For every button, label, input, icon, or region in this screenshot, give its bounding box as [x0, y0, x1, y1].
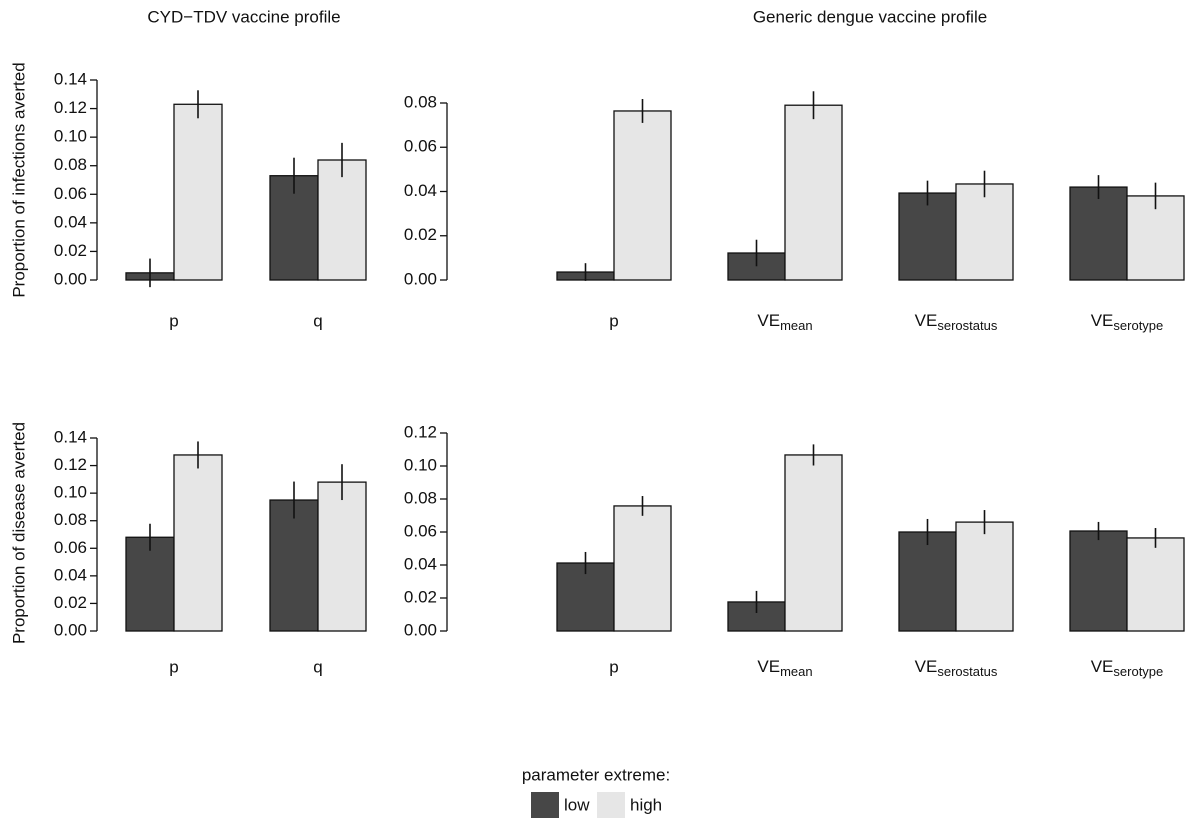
bar [317, 481, 367, 632]
x-tick-label: VEserostatus [915, 311, 998, 333]
x-tick-label: p [609, 657, 618, 676]
y-tick-label: 0.00 [404, 620, 437, 639]
bar [125, 536, 175, 632]
y-tick-label: 0.10 [54, 127, 87, 146]
bar [784, 104, 843, 281]
x-tick-label: VEmean [757, 657, 812, 679]
y-tick-label: 0.04 [54, 565, 87, 584]
y-tick-label: 0.00 [54, 620, 87, 639]
y-tick-label: 0.12 [404, 422, 437, 441]
bar [898, 192, 957, 281]
category-main: VE [1091, 311, 1114, 330]
y-tick-label: 0.12 [54, 98, 87, 117]
y-tick-label: 0.10 [54, 483, 87, 502]
bar [173, 454, 223, 632]
x-tick-label: q [313, 311, 322, 330]
category-sub: mean [780, 318, 813, 333]
y-tick-label: 0.00 [404, 269, 437, 288]
category-sub: serotype [1113, 664, 1163, 679]
y-tick-label: 0.08 [404, 488, 437, 507]
x-tick-label: q [313, 657, 322, 676]
y-axis-label: Proportion of infections averted [9, 62, 28, 297]
panel-title: Generic dengue vaccine profile [753, 7, 987, 26]
bar [173, 103, 223, 281]
bar [1126, 537, 1185, 632]
legend-label: high [630, 795, 662, 814]
bar [613, 505, 672, 632]
category-sub: serostatus [937, 318, 997, 333]
x-tick-label: VEserostatus [915, 657, 998, 679]
y-tick-label: 0.08 [54, 155, 87, 174]
y-tick-label: 0.08 [54, 510, 87, 529]
legend-title: parameter extreme: [522, 765, 670, 784]
y-tick-label: 0.06 [404, 521, 437, 540]
y-tick-label: 0.04 [404, 554, 437, 573]
category-main: VE [1091, 657, 1114, 676]
category-main: VE [915, 311, 938, 330]
y-tick-label: 0.12 [54, 455, 87, 474]
x-tick-label: p [169, 311, 178, 330]
x-tick-label: p [169, 657, 178, 676]
x-tick-label: VEserotype [1091, 657, 1164, 679]
x-tick-label: VEserotype [1091, 311, 1164, 333]
bar [317, 159, 367, 281]
category-sub: serotype [1113, 318, 1163, 333]
bar [613, 110, 672, 281]
category-main: VE [757, 311, 780, 330]
x-tick-label: p [609, 311, 618, 330]
y-tick-label: 0.02 [54, 241, 87, 260]
y-tick-label: 0.14 [54, 69, 87, 88]
panel-title: CYD−TDV vaccine profile [147, 7, 340, 26]
y-tick-label: 0.06 [54, 538, 87, 557]
bar [269, 499, 319, 632]
y-tick-label: 0.02 [404, 587, 437, 606]
legend-label: low [564, 795, 590, 814]
bar [955, 521, 1014, 632]
y-tick-label: 0.02 [404, 225, 437, 244]
y-tick-label: 0.08 [404, 92, 437, 111]
bar [784, 454, 843, 632]
bar [1126, 195, 1185, 281]
y-tick-label: 0.04 [54, 212, 87, 231]
y-tick-label: 0.04 [404, 181, 437, 200]
category-sub: serostatus [937, 664, 997, 679]
y-tick-label: 0.02 [54, 593, 87, 612]
y-tick-label: 0.06 [54, 184, 87, 203]
bar [1069, 186, 1128, 281]
y-axis-label: Proportion of disease averted [9, 422, 28, 644]
category-sub: mean [780, 664, 813, 679]
y-tick-label: 0.00 [54, 269, 87, 288]
category-main: VE [757, 657, 780, 676]
y-tick-label: 0.10 [404, 455, 437, 474]
x-tick-label: VEmean [757, 311, 812, 333]
legend-swatch [597, 792, 625, 818]
legend-swatch [531, 792, 559, 818]
bar [898, 531, 957, 632]
bar [955, 183, 1014, 281]
y-tick-label: 0.06 [404, 137, 437, 156]
bar [1069, 530, 1128, 632]
category-main: VE [915, 657, 938, 676]
y-tick-label: 0.14 [54, 427, 87, 446]
